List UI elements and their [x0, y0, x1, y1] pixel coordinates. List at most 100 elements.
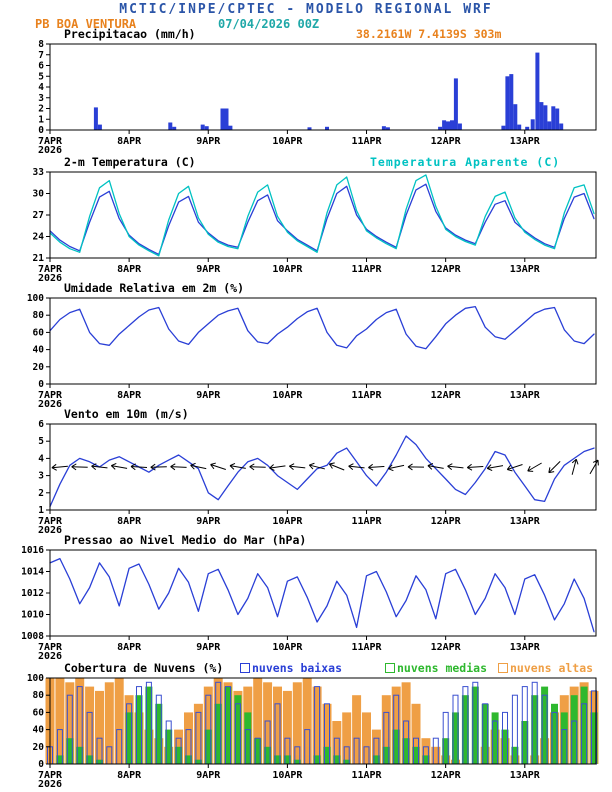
- svg-text:10APR: 10APR: [272, 390, 303, 401]
- svg-text:7: 7: [38, 50, 44, 61]
- svg-text:80: 80: [33, 690, 45, 701]
- svg-text:10APR: 10APR: [272, 642, 303, 653]
- svg-text:10APR: 10APR: [272, 264, 303, 275]
- svg-text:6: 6: [38, 420, 44, 430]
- svg-text:10APR: 10APR: [272, 136, 303, 147]
- svg-text:13APR: 13APR: [510, 390, 541, 401]
- svg-text:3: 3: [38, 93, 44, 104]
- svg-text:2: 2: [38, 104, 44, 115]
- svg-text:7APR: 7APR: [38, 390, 63, 401]
- svg-text:2026: 2026: [38, 525, 62, 534]
- svg-text:7APR: 7APR: [38, 642, 63, 653]
- svg-text:1014: 1014: [21, 567, 44, 578]
- svg-text:7APR: 7APR: [38, 770, 63, 781]
- svg-text:9APR: 9APR: [196, 516, 221, 527]
- svg-text:2026: 2026: [38, 145, 62, 154]
- svg-text:1008: 1008: [21, 631, 44, 642]
- svg-text:7APR: 7APR: [38, 264, 63, 275]
- svg-text:8APR: 8APR: [117, 770, 142, 781]
- svg-text:8: 8: [38, 40, 44, 50]
- svg-text:9APR: 9APR: [196, 390, 221, 401]
- svg-text:33: 33: [33, 168, 45, 178]
- svg-text:8APR: 8APR: [117, 642, 142, 653]
- svg-text:1012: 1012: [21, 588, 44, 599]
- svg-text:100: 100: [27, 674, 44, 684]
- svg-text:13APR: 13APR: [510, 516, 541, 527]
- svg-text:11APR: 11APR: [351, 770, 382, 781]
- svg-text:6: 6: [38, 61, 44, 72]
- legend-swatch-altas-icon: [498, 663, 508, 673]
- svg-text:9APR: 9APR: [196, 642, 221, 653]
- svg-text:2026: 2026: [38, 651, 62, 660]
- svg-text:3: 3: [38, 471, 44, 482]
- svg-text:12APR: 12APR: [431, 264, 462, 275]
- svg-text:2026: 2026: [38, 779, 62, 790]
- model-run-datetime: 07/04/2026 00Z: [218, 17, 320, 31]
- svg-text:12APR: 12APR: [431, 516, 462, 527]
- header-subtitle-row: PB BOA VENTURA 07/04/2026 00Z: [0, 17, 612, 31]
- svg-text:60: 60: [33, 707, 45, 718]
- svg-text:10APR: 10APR: [272, 516, 303, 527]
- svg-text:11APR: 11APR: [351, 136, 382, 147]
- svg-text:0: 0: [38, 379, 44, 390]
- svg-text:1: 1: [38, 114, 44, 125]
- svg-text:12APR: 12APR: [431, 642, 462, 653]
- svg-text:4: 4: [38, 82, 44, 93]
- page-title: MCTIC/INPE/CPTEC - MODELO REGIONAL WRF: [119, 2, 493, 17]
- legend-nuvens-medias: nuvens medias: [385, 661, 487, 675]
- station-coordinates: 38.2161W 7.4139S 303m: [356, 27, 502, 41]
- station-name: PB BOA VENTURA: [35, 17, 137, 31]
- svg-text:10APR: 10APR: [272, 770, 303, 781]
- svg-text:12APR: 12APR: [431, 136, 462, 147]
- humidity-title: Umidade Relativa em 2m (%): [64, 281, 245, 295]
- wind-title: Vento em 10m (m/s): [64, 407, 189, 421]
- svg-text:5: 5: [38, 71, 44, 82]
- svg-text:12APR: 12APR: [431, 770, 462, 781]
- svg-text:20: 20: [33, 742, 45, 753]
- svg-text:13APR: 13APR: [510, 136, 541, 147]
- svg-text:2026: 2026: [38, 273, 62, 282]
- svg-text:0: 0: [38, 125, 44, 136]
- cloud-cover-title: Cobertura de Nuvens (%): [64, 661, 224, 675]
- svg-text:13APR: 13APR: [510, 264, 541, 275]
- svg-text:11APR: 11APR: [351, 642, 382, 653]
- svg-text:7APR: 7APR: [38, 136, 63, 147]
- svg-text:13APR: 13APR: [510, 770, 541, 781]
- legend-nuvens-baixas: nuvens baixas: [240, 661, 342, 675]
- svg-text:8APR: 8APR: [117, 136, 142, 147]
- svg-text:8APR: 8APR: [117, 516, 142, 527]
- svg-text:20: 20: [33, 362, 45, 373]
- svg-text:12APR: 12APR: [431, 390, 462, 401]
- svg-text:4: 4: [38, 453, 44, 464]
- svg-text:9APR: 9APR: [196, 136, 221, 147]
- svg-text:1: 1: [38, 505, 44, 516]
- temperature-title: 2-m Temperatura (C): [64, 155, 196, 169]
- svg-text:80: 80: [33, 310, 45, 321]
- legend-swatch-baixas-icon: [240, 663, 250, 673]
- pressure-title: Pressao ao Nivel Medio do Mar (hPa): [64, 533, 307, 547]
- svg-text:11APR: 11APR: [351, 264, 382, 275]
- svg-text:21: 21: [33, 253, 45, 264]
- legend-swatch-medias-icon: [385, 663, 395, 673]
- legend-nuvens-altas: nuvens altas: [498, 661, 593, 675]
- svg-text:27: 27: [33, 210, 44, 221]
- svg-text:24: 24: [33, 232, 45, 243]
- svg-text:11APR: 11APR: [351, 516, 382, 527]
- svg-text:9APR: 9APR: [196, 770, 221, 781]
- svg-text:1010: 1010: [21, 610, 44, 621]
- svg-text:30: 30: [33, 189, 45, 200]
- svg-text:2026: 2026: [38, 399, 62, 408]
- svg-text:0: 0: [38, 759, 44, 770]
- svg-text:8APR: 8APR: [117, 264, 142, 275]
- svg-text:9APR: 9APR: [196, 264, 221, 275]
- svg-text:7APR: 7APR: [38, 516, 63, 527]
- apparent-temperature-legend: Temperatura Aparente (C): [370, 155, 561, 169]
- svg-text:11APR: 11APR: [351, 390, 382, 401]
